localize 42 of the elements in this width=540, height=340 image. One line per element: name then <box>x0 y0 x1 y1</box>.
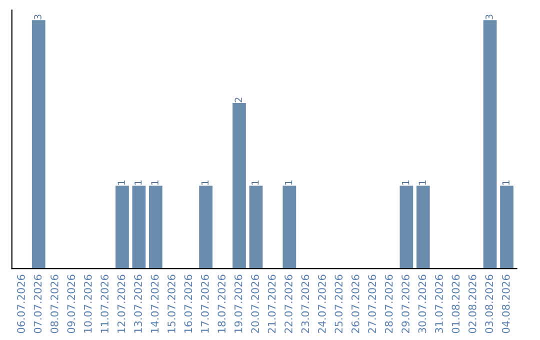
x-tick-label: 31.07.2026 <box>435 274 443 334</box>
x-tick-label: 27.07.2026 <box>368 274 376 334</box>
x-tick-label: 12.07.2026 <box>117 274 126 333</box>
x-tick-label: 24.07.2026 <box>318 274 326 334</box>
data-label: 3 <box>34 14 42 20</box>
x-tick-label: 19.07.2026 <box>234 274 242 333</box>
x-tick-label: 20.07.2026 <box>251 274 259 334</box>
x-tick-label: 06.07.2026 <box>17 274 25 334</box>
x-tick-label: 02.08.2026 <box>468 274 476 334</box>
x-tick-label: 10.07.2026 <box>84 274 92 333</box>
x-tick-label: 15.07.2026 <box>168 274 176 333</box>
x-tick-label: 30.07.2026 <box>418 274 426 334</box>
x-tick-label: 01.08.2026 <box>452 274 460 334</box>
data-label: 1 <box>151 180 158 185</box>
x-tick-label: 11.07.2026 <box>100 274 109 333</box>
x-tick-label: 14.07.2026 <box>150 274 159 333</box>
x-tick-label: 03.08.2026 <box>485 274 494 334</box>
x-tick-label: 22.07.2026 <box>284 274 292 334</box>
data-label: 2 <box>234 98 242 102</box>
x-tick-label: 04.08.2026 <box>502 274 510 334</box>
x-tick-label: 07.07.2026 <box>34 274 42 334</box>
x-tick-label: 18.07.2026 <box>218 274 226 333</box>
x-tick-label: 21.07.2026 <box>268 274 276 334</box>
x-tick-label: 23.07.2026 <box>301 274 310 334</box>
data-label: 1 <box>134 180 142 185</box>
data-label: 1 <box>418 180 426 185</box>
x-tick-label: 28.07.2026 <box>384 274 393 334</box>
x-tick-label: 13.07.2026 <box>134 274 142 333</box>
data-label: 1 <box>118 180 125 185</box>
x-tick-label: 16.07.2026 <box>184 274 192 333</box>
data-label: 1 <box>502 180 510 185</box>
data-label: 1 <box>201 180 208 185</box>
x-tick-label: 09.07.2026 <box>67 274 76 334</box>
x-tick-label: 29.07.2026 <box>402 274 410 334</box>
data-label: 1 <box>285 180 292 185</box>
data-label: 3 <box>485 14 493 20</box>
data-label: 1 <box>402 180 410 185</box>
x-tick-label: 17.07.2026 <box>200 274 209 333</box>
x-tick-label: 25.07.2026 <box>334 274 343 334</box>
data-label: 1 <box>252 180 259 185</box>
x-tick-label: 08.07.2026 <box>50 274 58 334</box>
x-tick-label: 26.07.2026 <box>351 274 360 334</box>
